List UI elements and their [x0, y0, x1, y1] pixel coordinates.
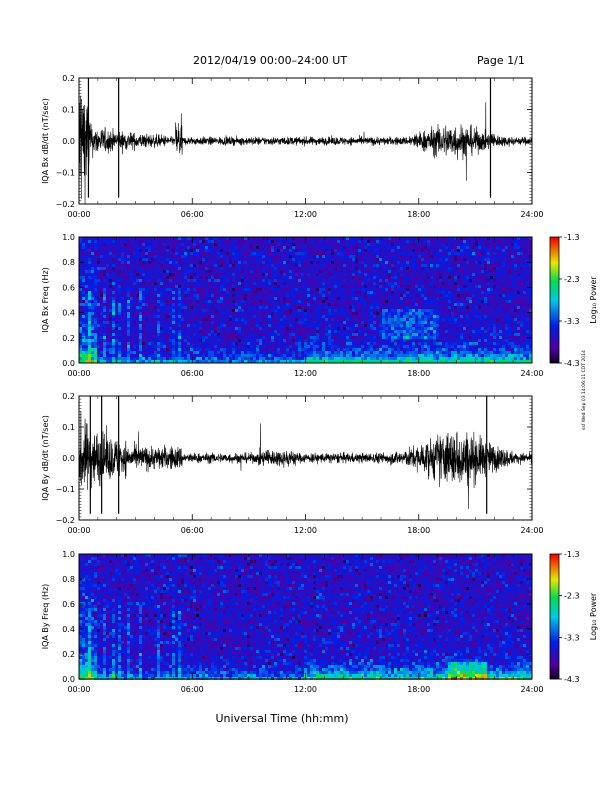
y-tick-label: −0.2 [56, 516, 75, 525]
series-line [78, 95, 532, 205]
panel-1: 0.2 0.1 0.0 −0.1 −0.200:00 06:00 12:00 18:00 24:… [41, 74, 544, 219]
y-tick-label: 0.8 [62, 258, 75, 267]
x-tick-label: 12:00 [294, 526, 317, 535]
x-tick-label: 06:00 [181, 685, 204, 694]
y-tick-label: 0.0 [62, 454, 75, 463]
x-tick-label: 06:00 [181, 210, 204, 219]
x-tick-label: 12:00 [294, 685, 317, 694]
colorbar: -1.3 -2.3 -3.3 -4.3 Log₁₀ Power [549, 233, 598, 368]
x-tick-label: 24:00 [520, 210, 543, 219]
y-tick-label: 0.6 [62, 283, 75, 292]
x-tick-label: 24:00 [520, 526, 543, 535]
y-tick-label: 0.0 [62, 359, 75, 368]
x-tick-label: 00:00 [67, 210, 90, 219]
y-tick-label: 0.8 [62, 575, 75, 584]
y-tick-label: 0.4 [62, 625, 75, 634]
page-number: Page 1/1 [477, 54, 525, 67]
spectrogram-cells [79, 554, 532, 680]
x-tick-label: 12:00 [294, 369, 317, 378]
panel-2: -1.3 -2.3 -3.3 -4.3 Log₁₀ Power 1.0 0.8 0.6 0.4 0… [41, 233, 598, 378]
y-tick-label: −0.1 [56, 485, 75, 494]
y-tick-label: 0.2 [62, 74, 75, 83]
colorbar-tick-label: -4.3 [564, 359, 580, 368]
x-tick-label: 18:00 [407, 526, 430, 535]
y-tick-label: 0.1 [62, 106, 75, 115]
y-axis-label: IQA By dB/dt (nT/sec) [41, 415, 50, 501]
colorbar-tick-label: -1.3 [564, 550, 580, 559]
y-tick-label: 0.6 [62, 600, 75, 609]
x-axis-label: Universal Time (hh:mm) [216, 712, 349, 725]
x-tick-label: 24:00 [520, 369, 543, 378]
x-tick-label: 06:00 [181, 369, 204, 378]
x-tick-label: 18:00 [407, 210, 430, 219]
x-tick-label: 18:00 [407, 685, 430, 694]
panel-3: 0.2 0.1 0.0 −0.1 −0.200:00 06:00 12:00 18:00 24:… [41, 392, 544, 535]
x-tick-label: 12:00 [294, 210, 317, 219]
series-line [78, 411, 533, 514]
x-tick-label: 00:00 [67, 369, 90, 378]
colorbar-tick-label: -1.3 [564, 233, 580, 242]
y-tick-label: 0.2 [62, 392, 75, 401]
spectrogram-cells [79, 237, 532, 363]
x-tick-label: 00:00 [67, 526, 90, 535]
panel-4: -1.3 -2.3 -3.3 -4.3 Log₁₀ Power 1.0 0.8 0.6 0.4 0… [41, 550, 598, 694]
colorbar-tick-label: -4.3 [564, 675, 580, 684]
colorbar-tick-label: -2.3 [564, 592, 580, 601]
y-axis-label: IQA By Freq (Hz) [41, 584, 50, 650]
y-tick-label: 1.0 [62, 550, 75, 559]
y-tick-label: 0.2 [62, 650, 75, 659]
y-tick-label: 0.0 [62, 137, 75, 146]
y-tick-label: 1.0 [62, 233, 75, 242]
y-tick-label: 0.1 [62, 423, 75, 432]
colorbar-tick-label: -3.3 [564, 317, 580, 326]
colorbar-tick-label: -3.3 [564, 633, 580, 642]
y-tick-label: 0.4 [62, 309, 75, 318]
colorbar-label: Log₁₀ Power [589, 276, 598, 324]
x-tick-label: 00:00 [67, 685, 90, 694]
colorbar-label: Log₁₀ Power [589, 592, 598, 640]
x-tick-label: 24:00 [520, 685, 543, 694]
y-axis-label: IQA Bx dB/dt (nT/sec) [41, 98, 50, 184]
colorbar-tick-label: -2.3 [564, 275, 580, 284]
x-tick-label: 18:00 [407, 369, 430, 378]
colorbar: -1.3 -2.3 -3.3 -4.3 Log₁₀ Power [549, 550, 598, 684]
y-tick-label: −0.2 [56, 200, 75, 209]
page-title: 2012/04/19 00:00–24:00 UT [193, 54, 348, 67]
y-tick-label: −0.1 [56, 169, 75, 178]
y-tick-label: 0.0 [62, 675, 75, 684]
y-tick-label: 0.2 [62, 334, 75, 343]
y-axis-label: IQA Bx Freq (Hz) [41, 267, 50, 333]
x-tick-label: 06:00 [181, 526, 204, 535]
